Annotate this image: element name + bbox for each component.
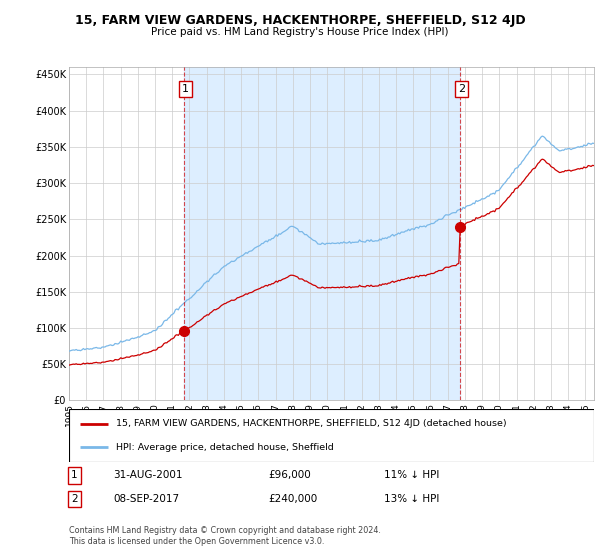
Text: 13% ↓ HPI: 13% ↓ HPI <box>384 494 439 504</box>
Bar <box>184 67 460 400</box>
Text: 15, FARM VIEW GARDENS, HACKENTHORPE, SHEFFIELD, S12 4JD (detached house): 15, FARM VIEW GARDENS, HACKENTHORPE, SHE… <box>116 419 507 428</box>
Text: 15, FARM VIEW GARDENS, HACKENTHORPE, SHEFFIELD, S12 4JD: 15, FARM VIEW GARDENS, HACKENTHORPE, SHE… <box>74 14 526 27</box>
Text: 08-SEP-2017: 08-SEP-2017 <box>113 494 180 504</box>
Text: £240,000: £240,000 <box>269 494 318 504</box>
Text: £96,000: £96,000 <box>269 470 311 480</box>
Text: 2: 2 <box>458 84 465 94</box>
Text: 11% ↓ HPI: 11% ↓ HPI <box>384 470 439 480</box>
Text: Contains HM Land Registry data © Crown copyright and database right 2024.
This d: Contains HM Land Registry data © Crown c… <box>69 526 381 546</box>
Text: 1: 1 <box>182 84 189 94</box>
Text: Price paid vs. HM Land Registry's House Price Index (HPI): Price paid vs. HM Land Registry's House … <box>151 27 449 37</box>
Text: 31-AUG-2001: 31-AUG-2001 <box>113 470 183 480</box>
FancyBboxPatch shape <box>69 409 594 462</box>
Text: 2: 2 <box>71 494 77 504</box>
Text: 1: 1 <box>71 470 77 480</box>
Text: HPI: Average price, detached house, Sheffield: HPI: Average price, detached house, Shef… <box>116 442 334 451</box>
